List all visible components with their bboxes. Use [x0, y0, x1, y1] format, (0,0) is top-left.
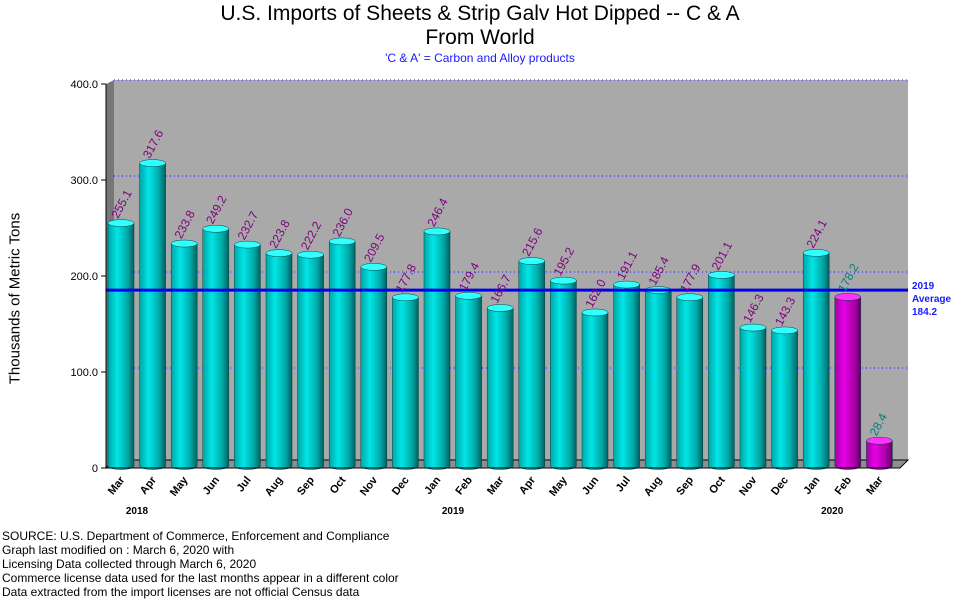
year-label: 2018 [126, 506, 149, 517]
bar-top [581, 308, 609, 317]
bar [708, 274, 735, 470]
bar-top [771, 326, 798, 335]
bar [170, 243, 198, 470]
x-tick-label: Nov [737, 474, 760, 498]
bar-top [550, 276, 577, 285]
footer-disclaimer: Data extracted from the import licenses … [2, 585, 360, 599]
bar [739, 327, 767, 470]
y-tick-label: 300.0 [70, 175, 98, 187]
x-tick-label: Mar [106, 474, 128, 497]
x-tick-label: Jul [235, 474, 254, 494]
chart-title-line2: From World [425, 26, 535, 49]
bar-top [708, 271, 735, 279]
average-annotation: 2019 Average 184.2 [912, 280, 951, 319]
average-word: Average [912, 294, 952, 305]
x-tick-label: Jun [580, 474, 602, 497]
bar [392, 297, 419, 470]
x-tick-label: Apr [517, 474, 539, 497]
bar-top [423, 227, 451, 236]
y-tick-label: 400.0 [70, 79, 98, 91]
bar [423, 231, 451, 470]
bar-top [360, 263, 388, 271]
bar [581, 312, 609, 470]
year-label: 2019 [442, 506, 465, 517]
bar [234, 244, 261, 470]
x-tick-label: Aug [263, 474, 286, 498]
footer-licensing: Licensing Data collected through March 6… [2, 557, 257, 571]
bar [455, 295, 482, 470]
average-year: 2019 [912, 281, 935, 292]
x-tick-label: Jul [614, 474, 633, 494]
bar-top [139, 159, 166, 167]
bar-top [613, 280, 640, 289]
bar [676, 296, 704, 470]
bar-top [518, 257, 546, 265]
year-label: 2020 [821, 506, 844, 517]
bar [550, 280, 577, 470]
average-value: 184.2 [912, 307, 938, 318]
bar-top [802, 249, 830, 257]
x-tick-label: Feb [833, 474, 855, 497]
bar-top [392, 293, 419, 302]
bar-top [676, 293, 704, 301]
x-tick-label: Sep [674, 474, 696, 498]
bar-top [107, 219, 135, 227]
x-tick-label: Jan [801, 474, 822, 497]
x-tick-label: Aug [642, 474, 665, 498]
x-tick-label: May [168, 474, 191, 499]
y-tick-label: 100.0 [70, 367, 98, 379]
footer-color-note: Commerce license data used for the last … [2, 571, 399, 585]
bar-top [170, 239, 198, 248]
bar-top [739, 323, 767, 332]
bar-top [202, 225, 230, 233]
x-tick-label: Mar [485, 474, 507, 497]
x-tick-label: Sep [295, 474, 317, 498]
x-tick-label: Nov [358, 474, 381, 498]
bar [202, 228, 230, 470]
bar [265, 252, 293, 470]
bar-top [455, 292, 482, 300]
bar [486, 307, 514, 470]
bar [866, 440, 893, 470]
x-tick-label: Dec [769, 474, 791, 497]
bars-group [107, 159, 893, 470]
bar-top [297, 250, 324, 259]
bar [297, 254, 324, 470]
chart-title: U.S. Imports of Sheets & Strip Galv Hot … [220, 2, 740, 25]
bar-top [486, 304, 514, 312]
y-tick-label: 200.0 [70, 271, 98, 283]
x-tick-label: Feb [453, 474, 475, 497]
bar [802, 252, 830, 470]
x-tick-label: Mar [864, 474, 886, 497]
bar [360, 266, 388, 470]
bar-top [234, 240, 261, 249]
bar-top [834, 293, 862, 301]
bar-top [265, 249, 293, 257]
bar [518, 260, 546, 470]
x-tick-label: Dec [390, 474, 412, 497]
bar [107, 222, 135, 470]
bar [771, 330, 798, 470]
bar-top [328, 237, 356, 246]
footer-source: SOURCE: U.S. Department of Commerce, Enf… [2, 529, 390, 543]
bar [613, 284, 640, 470]
x-tick-label: Jan [422, 474, 443, 497]
bar [644, 289, 672, 470]
x-tick-label: Apr [138, 474, 160, 497]
chart-subtitle: 'C & A' = Carbon and Alloy products [385, 51, 575, 65]
x-tick-label: Oct [707, 474, 728, 496]
x-tick-label: Jun [201, 474, 223, 497]
bar [834, 296, 862, 470]
x-tick-label: Oct [328, 474, 349, 496]
bar [328, 241, 356, 470]
bar-top [866, 436, 893, 445]
x-tick-label: May [547, 474, 570, 499]
y-tick-label: 0 [92, 463, 98, 475]
footer-modified: Graph last modified on : March 6, 2020 w… [2, 543, 235, 557]
bar [139, 162, 166, 470]
